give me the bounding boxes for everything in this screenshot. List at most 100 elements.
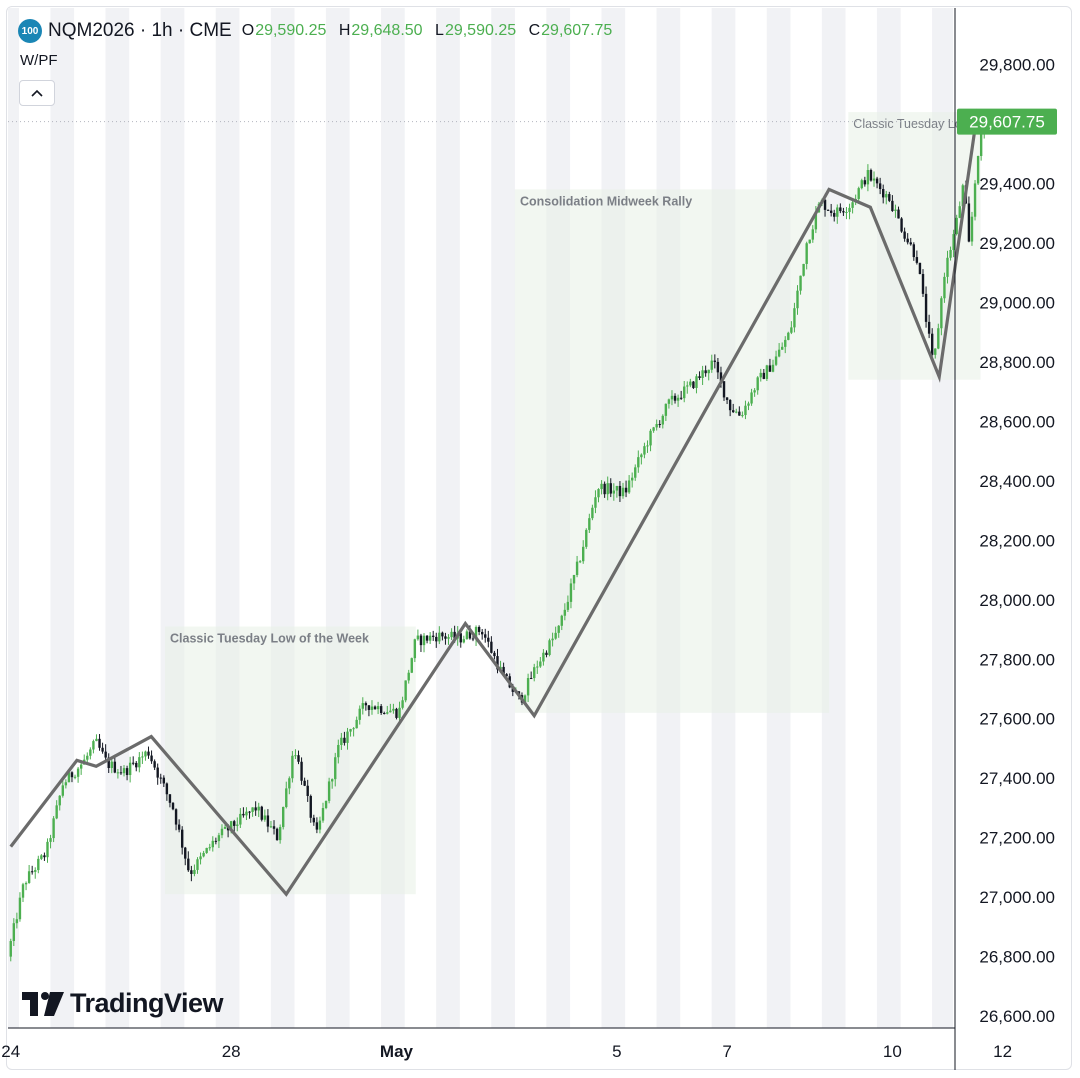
candle — [848, 203, 851, 220]
collapse-indicators-button[interactable] — [19, 80, 55, 106]
candle — [667, 398, 671, 409]
candle-body — [110, 761, 113, 769]
candle-body — [686, 385, 689, 387]
candle — [735, 408, 738, 414]
candle — [174, 808, 178, 831]
time-tick-label: 7 — [722, 1042, 731, 1061]
candle — [98, 734, 101, 751]
candle — [450, 628, 453, 641]
candle — [46, 838, 49, 863]
candle-body — [621, 487, 625, 497]
candle — [566, 595, 570, 612]
candle — [282, 806, 285, 830]
candle-body — [251, 807, 254, 812]
price-tick-label: 27,600.00 — [979, 710, 1055, 729]
candle-body — [248, 811, 251, 813]
candle — [70, 771, 74, 783]
candle-body — [597, 489, 600, 498]
candle — [398, 701, 401, 723]
zigzag-layer — [9, 108, 980, 897]
candle — [716, 357, 720, 379]
candle-body — [869, 170, 873, 181]
indicator-label[interactable]: W/PF — [20, 52, 58, 69]
candle — [765, 364, 769, 381]
candle-body — [572, 575, 576, 584]
candle-body — [355, 719, 358, 729]
candle-body — [906, 238, 909, 243]
candle-body — [119, 772, 123, 774]
open-value: 29,590.25 — [255, 22, 327, 39]
candle — [180, 826, 184, 855]
candle-body — [104, 751, 107, 758]
candle — [826, 209, 830, 211]
candle — [119, 765, 123, 775]
candle-body — [266, 815, 270, 827]
candle — [615, 485, 619, 498]
candle — [156, 763, 159, 785]
candle-body — [214, 840, 218, 842]
candle-body — [291, 755, 294, 779]
candle-body — [239, 813, 242, 825]
time-tick-label: 28 — [222, 1042, 241, 1061]
candle-body — [891, 200, 894, 211]
candle — [811, 225, 814, 243]
candle-body — [934, 348, 937, 355]
candle — [533, 663, 536, 682]
candle — [652, 426, 655, 433]
candle — [392, 703, 395, 714]
open-label: O — [241, 22, 255, 39]
tradingview-logo[interactable]: TradingView — [22, 988, 224, 1019]
candle-body — [150, 755, 153, 762]
price-tick-label: 29,000.00 — [979, 293, 1055, 312]
candle — [125, 765, 129, 781]
candle-body — [903, 231, 906, 239]
candle — [588, 513, 591, 534]
candle — [73, 774, 77, 780]
candle-body — [710, 360, 713, 370]
candle-body — [373, 706, 377, 710]
candle — [343, 731, 346, 746]
candle-body — [128, 762, 132, 776]
symbol-title[interactable]: NQM2026 · 1h · CME — [48, 20, 232, 41]
candle — [578, 560, 582, 564]
candle — [101, 742, 104, 754]
candle-body — [465, 631, 469, 640]
candle-body — [180, 829, 184, 848]
candle-body — [845, 211, 848, 213]
candle — [686, 381, 689, 394]
candle — [477, 625, 481, 636]
candle-body — [40, 855, 43, 859]
candle-body — [606, 483, 609, 495]
candle-body — [704, 370, 707, 374]
candle — [95, 734, 98, 742]
candle — [894, 204, 897, 218]
candle-body — [894, 209, 897, 211]
candle — [591, 504, 594, 521]
candle — [606, 476, 609, 501]
symbol-header[interactable]: 100 NQM2026 · 1h · CME O29,590.25 H29,64… — [18, 18, 620, 44]
candle-body — [551, 638, 554, 641]
candle — [355, 716, 358, 729]
candle-body — [349, 729, 352, 732]
candle-body — [205, 847, 208, 853]
candle-body — [615, 485, 619, 491]
candle-body — [750, 392, 753, 404]
candle-body — [260, 806, 263, 820]
candle — [162, 775, 166, 787]
candle-body — [107, 757, 110, 769]
candle-body — [309, 795, 312, 818]
candle — [722, 381, 726, 401]
candle — [43, 852, 46, 861]
candle — [199, 852, 202, 865]
candle-body — [952, 234, 955, 250]
candle-body — [484, 634, 487, 638]
candle — [303, 777, 306, 787]
price-tick-label: 27,800.00 — [979, 650, 1055, 669]
candle-body — [453, 631, 456, 639]
candle-body — [379, 706, 383, 713]
candle-body — [361, 703, 364, 709]
candle — [878, 177, 882, 195]
candle-body — [370, 706, 374, 710]
candle-body — [86, 755, 89, 760]
